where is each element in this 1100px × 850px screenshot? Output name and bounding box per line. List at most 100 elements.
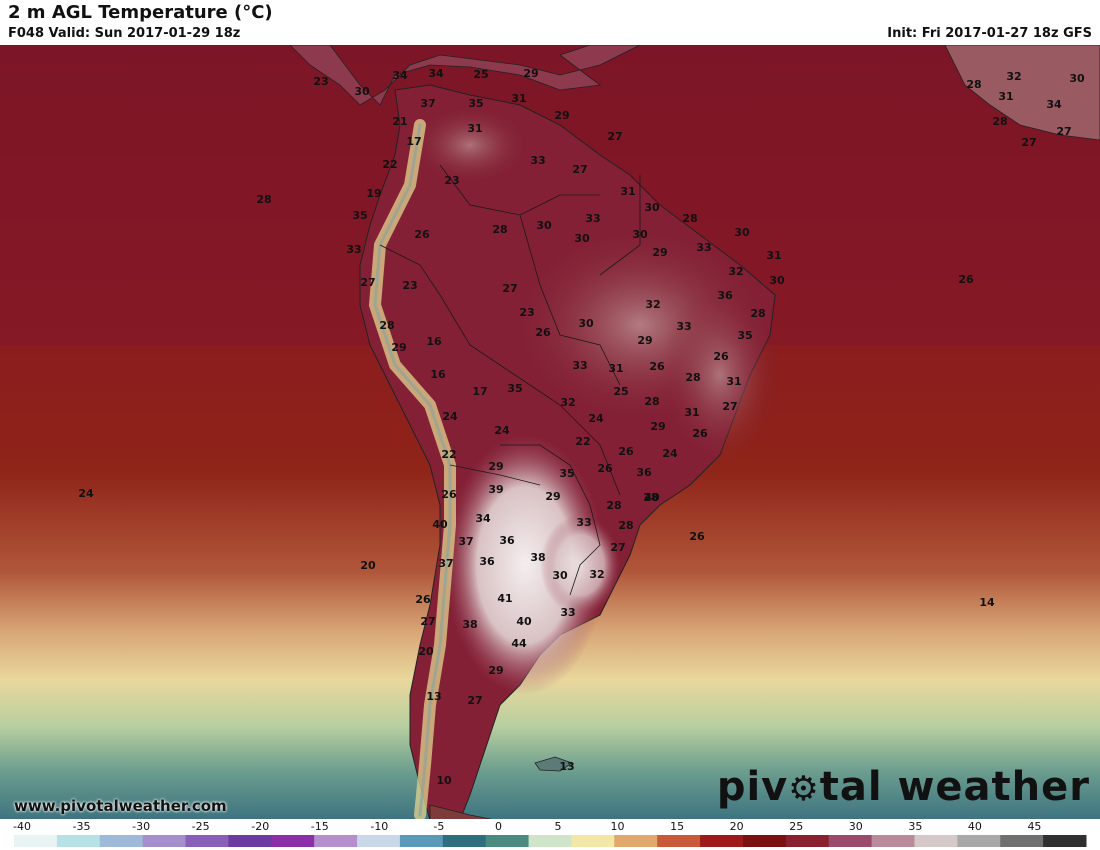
temperature-value-label: 13 (426, 690, 441, 703)
temperature-value-label: 33 (560, 606, 575, 619)
temperature-value-label: 32 (645, 298, 660, 311)
temperature-value-label: 30 (574, 232, 590, 245)
init-time: Init: Fri 2017-01-27 18z GFS (887, 26, 1092, 41)
legend-color-swatch (657, 835, 701, 847)
temperature-value-label: 26 (414, 228, 430, 241)
temperature-value-label: 40 (644, 491, 660, 504)
temperature-value-label: 33 (676, 320, 691, 333)
temperature-value-label: 28 (606, 499, 621, 512)
tierra-del-fuego (429, 804, 493, 819)
temperature-value-label: 27 (610, 541, 625, 554)
temperature-value-label: 26 (649, 360, 665, 373)
legend-tick-label: 5 (554, 820, 562, 833)
temperature-value-label: 14 (979, 596, 995, 609)
temperature-value-label: 29 (523, 67, 538, 80)
temperature-value-label: 29 (488, 460, 503, 473)
argentina-heat-area (445, 435, 605, 695)
gear-icon: ⚙ (788, 769, 820, 809)
temperature-value-label: 28 (992, 115, 1007, 128)
temperature-value-label: 37 (420, 97, 435, 110)
temperature-value-label: 40 (432, 518, 448, 531)
temperature-value-label: 34 (1046, 98, 1062, 111)
legend-color-swatch (56, 835, 101, 847)
valid-time: F048 Valid: Sun 2017-01-29 18z (8, 26, 241, 41)
temperature-value-label: 32 (728, 265, 743, 278)
temperature-value-label: 19 (366, 187, 381, 200)
temperature-value-label: 32 (589, 568, 604, 581)
temperature-value-label: 27 (1056, 125, 1071, 138)
temperature-value-label: 23 (444, 174, 459, 187)
temperature-value-label: 32 (1006, 70, 1021, 83)
temperature-value-label: 26 (618, 445, 634, 458)
temperature-value-label: 30 (644, 201, 660, 214)
temperature-value-label: 13 (559, 760, 574, 773)
legend-color-swatch (142, 835, 187, 847)
temperature-map[interactable]: 23 30 34 34 25 29 37 35 31 21 17 31 29 27 22 33 27 23 19 31… (0, 45, 1100, 819)
temperature-value-label: 29 (391, 341, 406, 354)
temperature-value-label: 34 (428, 67, 444, 80)
temperature-value-label: 31 (467, 122, 482, 135)
temperature-value-label: 27 (502, 282, 517, 295)
temperature-value-label: 26 (689, 530, 705, 543)
temperature-value-label: 27 (420, 615, 435, 628)
temperature-value-label: 35 (737, 329, 752, 342)
temperature-value-label: 38 (462, 618, 477, 631)
temperature-value-label: 24 (442, 410, 458, 423)
temperature-value-label: 25 (473, 68, 488, 81)
legend-color-swatch (1043, 835, 1087, 847)
temperature-value-label: 38 (530, 551, 545, 564)
temperature-value-label: 36 (479, 555, 495, 568)
temperature-value-label: 24 (78, 487, 94, 500)
website-url[interactable]: www.pivotalweather.com (14, 797, 227, 815)
legend-color-swatch (99, 835, 144, 847)
temperature-value-label: 30 (632, 228, 648, 241)
temperature-value-label: 40 (516, 615, 532, 628)
legend-tick-label: -30 (132, 820, 151, 833)
temperature-value-label: 28 (618, 519, 633, 532)
temperature-value-label: 23 (313, 75, 328, 88)
central-america (289, 45, 641, 106)
legend-tick-label: 0 (494, 820, 502, 833)
temperature-value-label: 28 (750, 307, 765, 320)
temperature-value-label: 16 (430, 368, 446, 381)
temperature-value-label: 27 (607, 130, 622, 143)
legend-color-swatch (871, 835, 915, 847)
temperature-value-label: 28 (685, 371, 700, 384)
temperature-value-label: 26 (535, 326, 551, 339)
temperature-value-label: 27 (572, 163, 587, 176)
temperature-value-label: 28 (379, 319, 394, 332)
falkland-islands (534, 756, 573, 772)
temperature-value-label: 31 (608, 362, 623, 375)
legend-color-swatch (399, 835, 444, 847)
temperature-value-label: 26 (958, 273, 974, 286)
africa-coast (944, 45, 1100, 141)
temperature-value-label: 30 (552, 569, 568, 582)
temperature-value-label: 35 (507, 382, 522, 395)
temperature-value-label: 20 (418, 645, 434, 658)
legend-color-swatch (785, 835, 830, 847)
temperature-value-label: 44 (511, 637, 527, 650)
legend-tick-label: 25 (789, 820, 804, 833)
legend-tick-label: -10 (370, 820, 389, 833)
temperature-value-label: 29 (652, 246, 667, 259)
temperature-value-label: 17 (472, 385, 487, 398)
legend-tick-label: -20 (251, 820, 270, 833)
venezuela-heat (410, 105, 530, 185)
temperature-value-label: 23 (402, 279, 417, 292)
temperature-value-label: 27 (1021, 136, 1036, 149)
legend-color-swatch (14, 835, 58, 847)
temperature-value-label: 33 (585, 212, 600, 225)
temperature-value-label: 37 (438, 557, 453, 570)
temperature-value-label: 29 (488, 664, 503, 677)
legend-color-swatch (528, 835, 572, 847)
temperature-value-label: 35 (559, 467, 574, 480)
temperature-value-label: 27 (722, 400, 737, 413)
temperature-value-label: 24 (662, 447, 678, 460)
temperature-value-label: 24 (588, 412, 604, 425)
temperature-value-label: 36 (499, 534, 515, 547)
temperature-value-label: 26 (597, 462, 613, 475)
temperature-value-label: 24 (494, 424, 510, 437)
legend-color-swatch (442, 835, 487, 847)
temperature-value-label: 41 (497, 592, 512, 605)
